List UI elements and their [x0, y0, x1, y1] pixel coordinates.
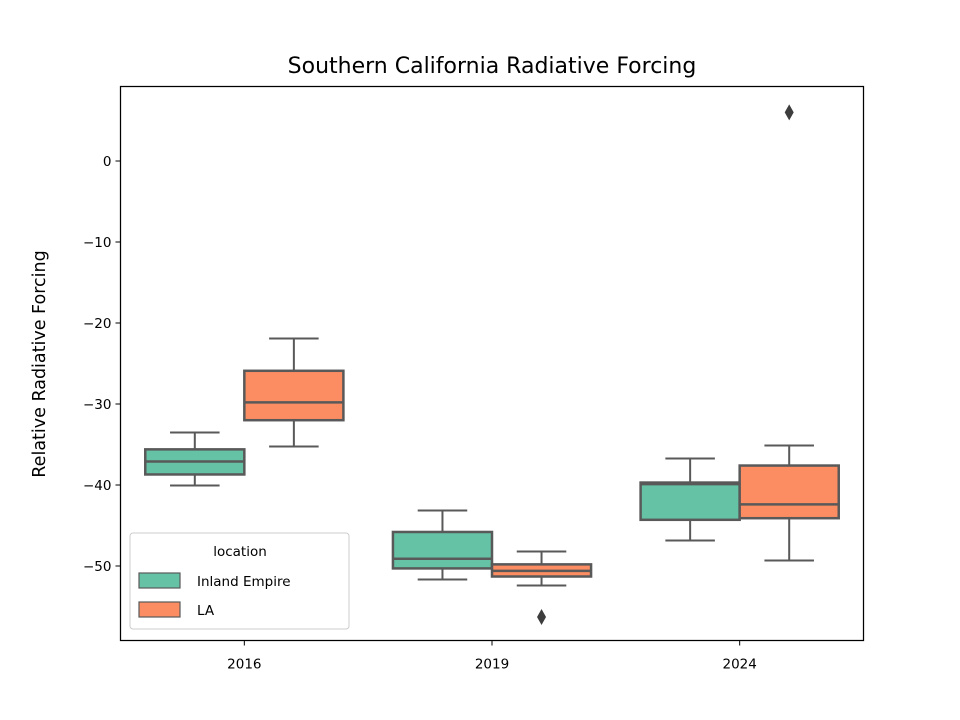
legend: location Inland Empire LA [129, 532, 350, 630]
box [639, 481, 741, 522]
outlier-marker [784, 104, 794, 121]
legend-label: LA [197, 603, 215, 619]
y-tick-label: −50 [83, 559, 112, 575]
axis-ticks: 0 −10 −20 −30 −40 −50 2016 2019 2024 [83, 154, 757, 672]
x-tick-label: 2019 [475, 657, 509, 673]
x-tick-label: 2024 [722, 657, 756, 673]
box [243, 369, 345, 422]
box-series [144, 104, 840, 626]
y-tick-label: −20 [83, 316, 112, 332]
legend-swatch [138, 601, 181, 618]
y-tick-label: 0 [103, 154, 112, 170]
y-axis-label: Relative Radiative Forcing [30, 250, 50, 477]
plot-frame [119, 85, 865, 642]
legend-title: location [213, 544, 267, 560]
y-tick-label: −30 [83, 397, 112, 413]
box [391, 530, 494, 570]
box [738, 464, 840, 520]
outlier-marker [537, 609, 547, 626]
y-tick-label: −40 [83, 478, 112, 494]
y-tick-label: −10 [83, 235, 112, 251]
chart-title: Southern California Radiative Forcing [288, 54, 697, 79]
legend-swatch [138, 572, 181, 589]
x-tick-label: 2016 [227, 657, 261, 673]
legend-label: Inland Empire [197, 574, 291, 590]
legend-frame [129, 532, 350, 630]
